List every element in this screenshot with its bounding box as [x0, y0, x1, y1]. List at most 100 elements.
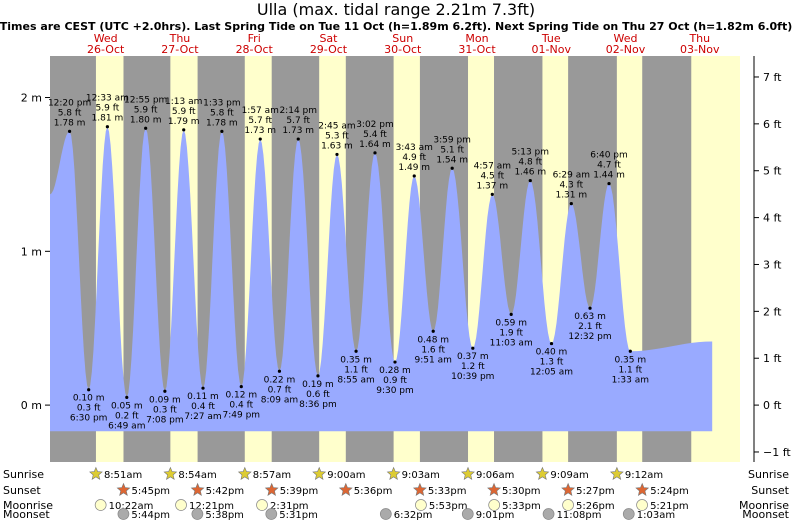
high-time-label: 6:40 pm	[590, 151, 628, 161]
row-label: Moonset	[3, 508, 50, 521]
low-m-label: 0.28 m	[379, 366, 411, 376]
low-m-label: 0.19 m	[302, 380, 334, 390]
extreme-dot	[354, 349, 358, 353]
high-ft-label: 5.8 ft	[58, 108, 82, 118]
day-name-label: Fri	[248, 32, 261, 45]
event-time-label: 8:51am	[104, 470, 142, 481]
extreme-dot	[588, 306, 592, 310]
extreme-dot	[509, 312, 513, 316]
high-m-label: 1.63 m	[321, 141, 353, 151]
extreme-dot	[393, 360, 397, 364]
high-ft-label: 5.8 ft	[210, 108, 234, 118]
high-m-label: 1.46 m	[514, 168, 546, 178]
low-m-label: 0.59 m	[495, 318, 527, 328]
circle-icon	[175, 499, 187, 511]
event-time-label: 5:36pm	[354, 486, 393, 497]
day-name-label: Sat	[319, 32, 338, 45]
high-m-label: 1.73 m	[282, 126, 314, 136]
event-time-label: 9:00am	[327, 470, 365, 481]
low-m-label: 0.12 m	[225, 391, 257, 401]
event-time-label: 5:30pm	[502, 486, 541, 497]
high-ft-label: 5.1 ft	[440, 145, 464, 155]
extreme-dot	[258, 137, 262, 141]
high-time-label: 1:13 am	[165, 97, 202, 107]
day-date-label: 01-Nov	[532, 43, 572, 56]
event-time-label: 12:21pm	[189, 501, 234, 512]
low-time-label: 6:49 am	[108, 421, 145, 431]
extreme-dot	[144, 126, 148, 130]
day-name-label: Thu	[169, 32, 191, 45]
low-ft-label: 2.1 ft	[578, 322, 602, 332]
high-time-label: 3:02 pm	[356, 120, 394, 130]
low-ft-label: 0.3 ft	[77, 404, 101, 414]
low-ft-label: 0.4 ft	[191, 402, 215, 412]
high-time-label: 1:57 am	[242, 106, 279, 116]
star-icon	[635, 482, 650, 496]
high-ft-label: 4.7 ft	[597, 161, 621, 171]
high-ft-label: 5.7 ft	[286, 116, 310, 126]
circle-icon	[117, 508, 130, 520]
y-tick-label-ft: 3 ft	[763, 258, 782, 271]
event-time-label: 5:21pm	[650, 501, 689, 512]
day-date-label: 28-Oct	[236, 43, 274, 56]
high-time-label: 3:59 pm	[433, 135, 471, 145]
row-label-right: Sunset	[751, 484, 789, 497]
day-name-label: Sun	[392, 32, 413, 45]
day-name-label: Mon	[465, 32, 488, 45]
extreme-dot	[490, 192, 494, 197]
low-ft-label: 0.7 ft	[268, 385, 292, 395]
extreme-dot	[201, 386, 205, 390]
low-m-label: 0.35 m	[340, 355, 372, 365]
low-m-label: 0.40 m	[536, 348, 568, 358]
extreme-dot	[87, 388, 91, 392]
low-ft-label: 0.4 ft	[229, 401, 253, 411]
event-time-label: 9:09am	[550, 470, 588, 481]
high-m-label: 1.79 m	[168, 117, 200, 127]
event-time-label: 5:26pm	[576, 501, 615, 512]
low-time-label: 7:27 am	[184, 412, 221, 422]
star-icon	[535, 466, 550, 480]
circle-icon	[488, 499, 501, 511]
star-icon	[89, 466, 103, 480]
extreme-dot	[277, 369, 282, 373]
extreme-dot	[373, 151, 377, 155]
event-time-label: 5:31pm	[279, 510, 318, 521]
high-ft-label: 4.3 ft	[559, 181, 583, 191]
extreme-dot	[316, 374, 320, 378]
day-date-label: 03-Nov	[680, 43, 720, 56]
event-time-label: 5:27pm	[576, 486, 615, 497]
low-time-label: 12:05 am	[530, 368, 573, 378]
extreme-dot	[431, 329, 435, 333]
event-time-label: 6:32pm	[394, 510, 433, 521]
high-time-label: 3:43 am	[396, 143, 433, 153]
event-time-label: 5:53pm	[429, 501, 468, 512]
high-m-label: 1.44 m	[593, 171, 625, 181]
low-time-label: 7:49 pm	[223, 411, 261, 421]
high-time-label: 12:20 pm	[48, 98, 91, 108]
extreme-dot	[412, 174, 416, 178]
circle-icon	[256, 499, 268, 511]
y-tick-label-ft: 6 ft	[763, 118, 782, 131]
low-m-label: 0.11 m	[187, 392, 219, 402]
high-m-label: 1.73 m	[244, 126, 276, 136]
event-time-label: 9:06am	[476, 470, 514, 481]
low-ft-label: 0.6 ft	[306, 390, 330, 400]
circle-icon	[94, 499, 107, 511]
extreme-dot	[569, 202, 573, 206]
high-m-label: 1.31 m	[555, 191, 587, 201]
low-time-label: 12:32 pm	[568, 332, 611, 342]
y-tick-label-m: 1 m	[21, 245, 42, 258]
low-m-label: 0.09 m	[149, 395, 181, 405]
extreme-dot	[471, 346, 475, 350]
circle-icon	[622, 508, 635, 520]
y-tick-label-ft: 1 ft	[763, 352, 782, 365]
high-time-label: 4:57 am	[474, 161, 511, 171]
event-time-label: 9:01pm	[476, 510, 515, 521]
axes: 0 m 1 m 2 m −1 ft 0 ft 1 ft 2 ft 3 ft 4 ft 5 ft 6 …	[21, 56, 791, 462]
day-name-label: Tue	[541, 32, 561, 45]
high-m-label: 1.49 m	[398, 163, 430, 173]
tide-curve	[50, 126, 713, 432]
low-ft-label: 1.1 ft	[618, 365, 642, 375]
low-ft-label: 1.2 ft	[461, 362, 485, 372]
low-m-label: 0.05 m	[111, 401, 143, 411]
